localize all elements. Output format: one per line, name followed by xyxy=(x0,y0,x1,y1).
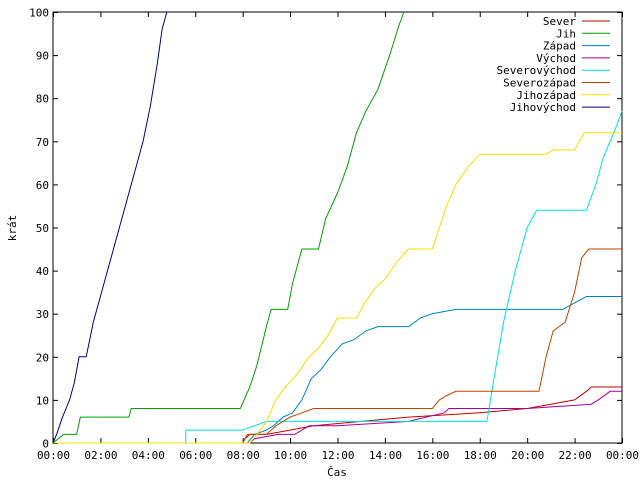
x-tick-label: 12:00 xyxy=(321,449,354,462)
series-line xyxy=(53,248,622,444)
x-tick-label: 00:00 xyxy=(37,449,70,462)
y-axis-label: krát xyxy=(6,215,19,242)
legend-label: Východ xyxy=(536,52,576,65)
y-tick-label: 30 xyxy=(36,308,49,321)
legend-label: Sever xyxy=(543,15,576,28)
legend-label: Severovýchod xyxy=(497,64,576,77)
x-tick-label: 20:00 xyxy=(511,449,544,462)
x-tick-label: 18:00 xyxy=(464,449,497,462)
series-layer xyxy=(52,11,623,444)
legend-label: Jihozápad xyxy=(516,89,576,102)
series-line xyxy=(52,11,168,444)
legend-label: Západ xyxy=(543,40,576,53)
y-tick-label: 0 xyxy=(42,438,49,451)
x-tick-label: 22:00 xyxy=(559,449,592,462)
x-tick-label: 08:00 xyxy=(227,449,260,462)
x-tick-label: 16:00 xyxy=(416,449,449,462)
legend-label: Severozápad xyxy=(503,77,576,90)
x-tick-label: 14:00 xyxy=(369,449,402,462)
x-tick-label: 04:00 xyxy=(132,449,165,462)
x-axis: 00:00 02:00 04:00 06:00 08:00 10:00 12:00 14:00… xyxy=(37,12,639,462)
series-line xyxy=(53,132,622,444)
legend-label: Jihovýchod xyxy=(510,101,576,114)
y-tick-label: 100 xyxy=(29,7,49,20)
legend-label: Jih xyxy=(556,27,576,40)
y-tick-label: 90 xyxy=(36,50,49,63)
x-tick-label: 02:00 xyxy=(84,449,117,462)
y-axis: 0 10 20 30 40 50 60 70 80 90 100 xyxy=(29,7,622,451)
x-tick-label: 10:00 xyxy=(274,449,307,462)
legend: SeverJihZápadVýchodSeverovýchodSeverozáp… xyxy=(497,15,610,114)
x-axis-label: Čas xyxy=(327,466,347,479)
x-tick-label: 06:00 xyxy=(179,449,212,462)
series-line xyxy=(53,296,622,444)
y-tick-label: 40 xyxy=(36,265,49,278)
y-tick-label: 10 xyxy=(36,394,49,407)
series-line xyxy=(53,386,622,444)
y-tick-label: 80 xyxy=(36,93,49,106)
y-tick-label: 60 xyxy=(36,179,49,192)
series-line xyxy=(53,110,623,444)
y-tick-label: 20 xyxy=(36,351,49,364)
x-tick-label: 00:00 xyxy=(606,449,639,462)
series-line xyxy=(52,11,405,444)
y-tick-label: 50 xyxy=(36,222,49,235)
y-tick-label: 70 xyxy=(36,136,49,149)
series-line xyxy=(53,390,622,444)
